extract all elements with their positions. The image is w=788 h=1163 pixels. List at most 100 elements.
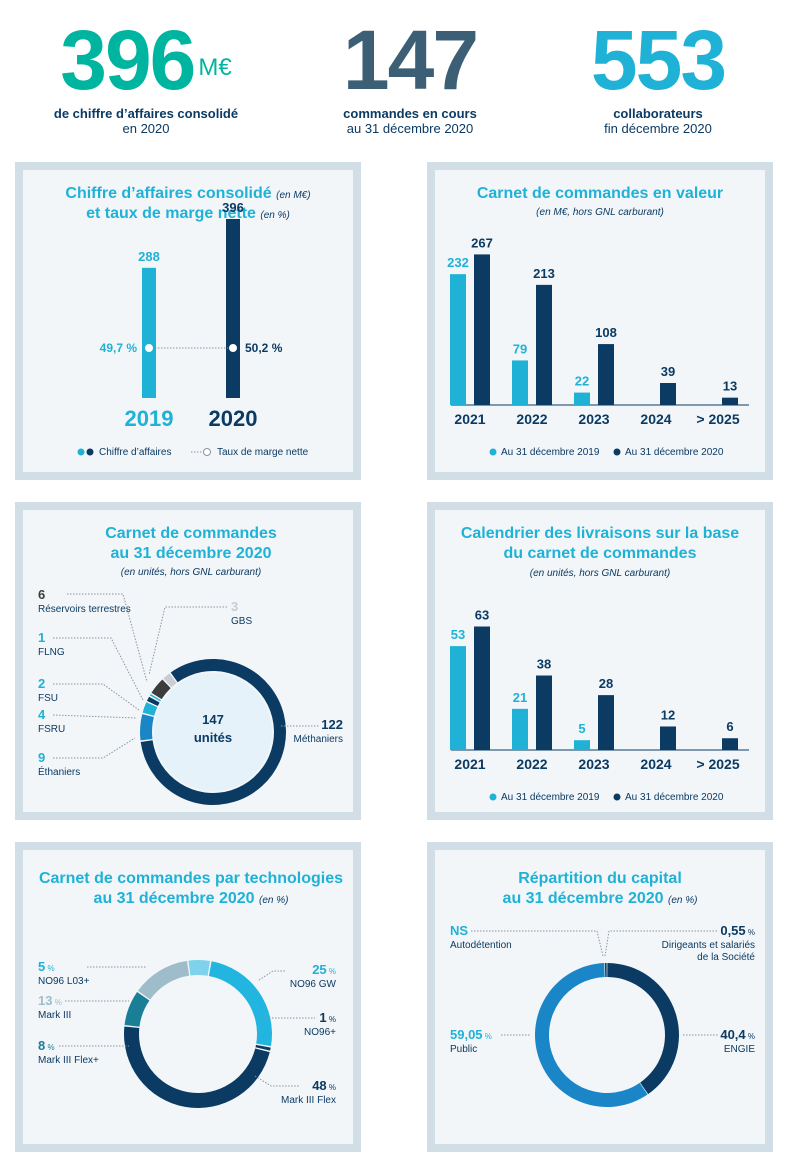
order-value-label-2023-2020: 108: [595, 325, 617, 340]
legend-2019-label: Au 31 décembre 2019: [501, 792, 600, 803]
callout-fsu-value: 2: [38, 676, 45, 691]
panel-order-value: Carnet de commandes en valeur (en M€, ho…: [427, 162, 773, 480]
kpi-employees: 553 collaborateurs fin décembre 2020: [548, 18, 768, 136]
legend-2019-dot: [489, 448, 497, 456]
order-value-chart: Carnet de commandes en valeur (en M€, ho…: [447, 185, 749, 458]
deliveries-bar-2021-2020: [474, 626, 490, 750]
capital-slice-engie: [607, 963, 679, 1095]
callout-autodetention-value: NS: [450, 923, 468, 938]
legend-revenue-label: Chiffre d’affaires: [99, 447, 171, 458]
capital-chart: Répartition du capital au 31 décembre 20…: [450, 870, 755, 1107]
callout-mark3-value: 13 %: [38, 993, 62, 1008]
callout-fsru-line: [52, 714, 138, 719]
deliveries-label-2021-2020: 63: [475, 608, 489, 623]
callout-fsru-value: 4: [38, 707, 46, 722]
callout-gbs-label: GBS: [231, 616, 252, 627]
order-units-slice-r-servoirs-terrestres: [151, 679, 171, 700]
deliveries-bar-2021-2019: [450, 646, 466, 750]
callout-no96plus-label: NO96+: [304, 1027, 336, 1038]
order-value-label-2022-2019: 79: [513, 341, 527, 356]
order-value-title: Carnet de commandes en valeur: [477, 185, 723, 202]
legend-revenue-dot-2020: [86, 448, 94, 456]
order-units-donut: [140, 659, 286, 805]
callout-no96gw-line: [258, 970, 285, 981]
callout-flng-value: 1: [38, 630, 45, 645]
order-value-label-2023-2019: 22: [575, 374, 589, 389]
margin-label-2020: 50,2 %: [245, 341, 283, 355]
legend-margin-marker: [203, 448, 211, 456]
order-value-label-2022-2020: 213: [533, 266, 555, 281]
deliveries-category-2022: 2022: [516, 756, 547, 772]
deliveries-label-2023-2020: 28: [599, 676, 613, 691]
callout-no96l03-label: NO96 L03+: [38, 976, 90, 987]
deliveries-bar-2022-2020: [536, 675, 552, 750]
bar-revenue-2020: [226, 219, 240, 398]
kpi-employees-line2: fin décembre 2020: [604, 121, 712, 136]
label-revenue-2020: 396: [222, 200, 244, 215]
callout-dirigeants-value: 0,55 %: [720, 923, 755, 938]
callout-methaniers-value: 122: [321, 717, 343, 732]
callout-reservoirs-line: [67, 593, 148, 683]
order-units-title2: au 31 décembre 2020: [111, 545, 272, 562]
order-value-category-2024: 2024: [640, 411, 671, 427]
legend-2019-dot: [489, 793, 497, 801]
deliveries-plot: 53 63 2021 21 38 2022 5 28 2023 12 2024 6 > 2025: [450, 608, 749, 772]
kpi-orders: 147 commandes en cours au 31 décembre 20…: [300, 18, 520, 136]
deliveries-label-2023-2019: 5: [578, 721, 585, 736]
callout-reservoirs-value: 6: [38, 587, 45, 602]
order-value-bar-2021-2019: [450, 274, 466, 405]
order-value-category-2025: > 2025: [696, 411, 739, 427]
callout-dirigeants-label-2: de la Société: [697, 952, 755, 963]
margin-point-2019: [144, 343, 154, 353]
order-value-category-2022: 2022: [516, 411, 547, 427]
order-units-slice-fsu: [146, 696, 160, 707]
kpi-revenue-line2: en 2020: [122, 121, 170, 136]
capital-donut: [535, 963, 679, 1107]
order-value-bar-2023-2020: [598, 344, 614, 405]
order-value-label-2021-2019: 232: [447, 255, 469, 270]
technologies-slice-no96: [255, 1044, 271, 1051]
technologies-title2: au 31 décembre 2020 (en %): [94, 890, 289, 907]
callout-flng-line: [53, 637, 144, 701]
order-value-legend: Au 31 décembre 2019 Au 31 décembre 2020: [489, 447, 724, 458]
kpi-orders-value: 147: [342, 13, 479, 107]
callout-ethaniers-label: Éthaniers: [38, 765, 80, 778]
order-units-callouts: 6 Réservoirs terrestres 1 FLNG 2 FSU 4 F…: [38, 587, 343, 778]
order-value-bar-2023-2019: [574, 392, 590, 405]
deliveries-label-2022-2019: 21: [513, 690, 527, 705]
donut-center: [154, 673, 272, 791]
callout-fsu-label: FSU: [38, 693, 58, 704]
order-value-bar-2022-2019: [512, 360, 528, 405]
deliveries-bar-2023-2019: [574, 740, 590, 750]
technologies-slice-no96-gw: [208, 961, 272, 1047]
kpi-revenue-value: 396: [60, 13, 196, 107]
order-value-label-2024-2020: 39: [661, 364, 675, 379]
capital-callouts: NS Autodétention 0,55 % Dirigeants et sa…: [450, 923, 755, 1055]
callout-fsu-line: [53, 683, 140, 711]
callout-engie-value: 40,4 %: [720, 1027, 755, 1042]
revenue-title2: et taux de marge nette (en %): [86, 205, 290, 222]
deliveries-chart: Calendrier des livraisons sur la base du…: [450, 525, 749, 803]
bar-revenue-2019: [142, 267, 156, 398]
technologies-slice-mark-iii-flex: [124, 1026, 270, 1108]
callout-fsru-label: FSRU: [38, 724, 65, 735]
technologies-slice-mark-iii-flex: [124, 991, 150, 1027]
kpi-orders-line1: commandes en cours: [343, 106, 477, 121]
order-value-subtitle: (en M€, hors GNL carburant): [536, 207, 664, 218]
legend-2019-label: Au 31 décembre 2019: [501, 447, 600, 458]
order-value-bar-2024-2020: [660, 383, 676, 405]
order-units-chart: Carnet de commandes au 31 décembre 2020 …: [38, 525, 343, 805]
callout-no96gw-label: NO96 GW: [290, 979, 337, 990]
deliveries-bar-2023-2020: [598, 695, 614, 750]
revenue-legend: Chiffre d’affaires Taux de marge nette: [77, 447, 309, 458]
callout-mark3flexplus-label: Mark III Flex+: [38, 1055, 99, 1066]
deliveries-title2: du carnet de commandes: [504, 545, 697, 562]
callout-mark3flex-value: 48 %: [312, 1078, 336, 1093]
panel-order-units: Carnet de commandes au 31 décembre 2020 …: [15, 502, 361, 820]
capital-slice-public: [535, 963, 648, 1107]
capital-title2: au 31 décembre 2020 (en %): [503, 890, 698, 907]
order-units-slice-thaniers: [140, 714, 154, 741]
legend-margin-label: Taux de marge nette: [217, 447, 309, 458]
legend-2020-dot: [613, 448, 621, 456]
kpi-revenue-unit: M€: [198, 54, 232, 81]
